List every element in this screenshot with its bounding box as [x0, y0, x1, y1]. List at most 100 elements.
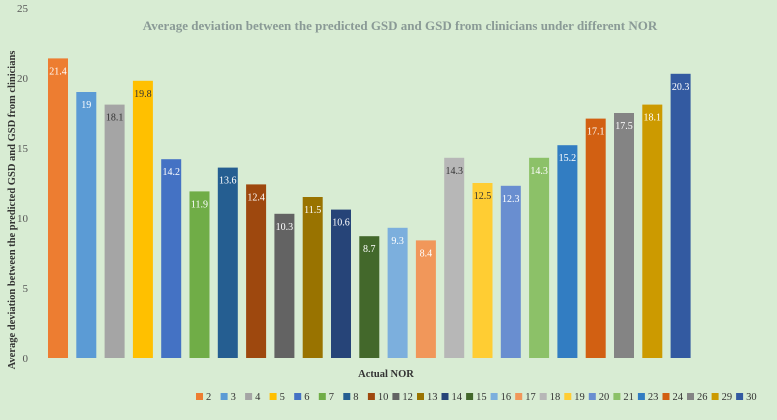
bar-10 [246, 184, 267, 358]
value-label-17: 8.4 [420, 248, 433, 259]
legend-label-10: 10 [378, 392, 389, 403]
value-label-6: 14.2 [162, 167, 180, 178]
bar-2 [48, 58, 68, 359]
bar-8 [217, 167, 238, 358]
value-label-4: 18.1 [106, 113, 124, 124]
bar-7 [189, 191, 210, 358]
bar-26 [614, 113, 634, 358]
y-tick-label: 15 [17, 143, 29, 155]
legend-swatch-6 [294, 393, 302, 400]
legend-label-21: 21 [623, 392, 634, 403]
value-label-30: 20.3 [672, 82, 690, 93]
bar-13 [302, 197, 323, 358]
legend-swatch-13 [417, 393, 424, 400]
legend-label-5: 5 [280, 392, 285, 403]
legend-swatch-7 [318, 393, 326, 400]
legend-label-24: 24 [673, 392, 684, 403]
y-axis-title: Average deviation between the predicted … [7, 51, 18, 370]
legend-swatch-21 [613, 393, 621, 400]
bars: 21.4 19 18.1 19.8 14.2 11.9 13.6 12.4 10.3 11.5 10… [48, 58, 691, 359]
y-tick-label: 20 [17, 73, 29, 85]
legend-label-19: 19 [574, 392, 585, 403]
bar-5 [132, 80, 153, 359]
value-label-10: 12.4 [247, 192, 265, 203]
bar-29 [642, 104, 663, 358]
legend-swatch-12 [392, 393, 400, 400]
bar-6 [161, 159, 182, 358]
legend-swatch-20 [588, 393, 596, 400]
legend-label-8: 8 [353, 392, 358, 403]
legend-label-14: 14 [452, 392, 463, 403]
bar-17 [415, 240, 436, 358]
legend-label-13: 13 [427, 392, 438, 403]
value-label-7: 11.9 [191, 199, 208, 210]
bar-30 [670, 73, 691, 359]
value-label-14: 10.6 [332, 218, 350, 229]
bar-16 [387, 227, 408, 358]
legend-label-29: 29 [722, 392, 733, 403]
bar-21 [529, 157, 550, 358]
y-axis-ticks: 0 5 10 15 20 25 [17, 3, 29, 365]
legend-swatch-15 [466, 393, 474, 400]
legend-swatch-26 [687, 393, 694, 400]
value-label-15: 8.7 [363, 244, 376, 255]
x-axis-title: Actual NOR [358, 369, 414, 380]
legend-swatch-29 [711, 393, 719, 400]
value-label-16: 9.3 [391, 236, 404, 247]
legend-label-23: 23 [648, 392, 659, 403]
legend-label-16: 16 [501, 392, 512, 403]
legend-swatch-16 [490, 393, 498, 400]
legend: 2 3 4 5 6 7 8 10 12 13 14 15 16 17 18 19 20 21 23 24 26 29 30 [196, 392, 757, 403]
legend-swatch-4 [245, 393, 253, 400]
y-tick-label: 0 [23, 353, 29, 365]
y-tick-label: 5 [23, 283, 29, 295]
bar-23 [557, 145, 578, 358]
legend-swatch-10 [367, 393, 375, 400]
legend-label-3: 3 [231, 392, 236, 403]
legend-swatch-24 [662, 393, 670, 400]
value-label-29: 18.1 [644, 113, 662, 124]
bar-19 [472, 183, 493, 358]
legend-swatch-19 [564, 393, 572, 400]
value-label-12: 10.3 [276, 222, 294, 233]
value-label-8: 13.6 [219, 176, 237, 187]
legend-label-17: 17 [525, 392, 536, 403]
value-label-18: 14.3 [445, 166, 463, 177]
legend-swatch-5 [269, 393, 277, 400]
legend-label-30: 30 [746, 392, 757, 403]
legend-label-4: 4 [255, 392, 261, 403]
bar-20 [500, 185, 521, 358]
value-label-2: 21.4 [49, 66, 67, 77]
legend-swatch-2 [196, 393, 203, 400]
bar-14 [331, 209, 351, 358]
y-tick-label: 10 [17, 213, 29, 225]
legend-label-20: 20 [599, 392, 610, 403]
legend-swatch-17 [515, 393, 523, 400]
legend-swatch-18 [539, 393, 547, 400]
legend-label-18: 18 [550, 392, 561, 403]
legend-label-6: 6 [304, 392, 309, 403]
bar-12 [274, 213, 295, 358]
bar-3 [76, 92, 97, 358]
value-label-5: 19.8 [134, 89, 152, 100]
legend-swatch-8 [343, 393, 351, 400]
legend-label-12: 12 [402, 392, 413, 403]
chart-title: Average deviation between the predicted … [143, 18, 658, 33]
legend-swatch-14 [441, 393, 449, 400]
legend-label-7: 7 [329, 392, 334, 403]
value-label-13: 11.5 [304, 205, 321, 216]
bar-18 [444, 157, 465, 358]
legend-swatch-23 [637, 393, 645, 400]
value-label-20: 12.3 [502, 194, 520, 205]
value-label-21: 14.3 [530, 166, 548, 177]
bar-15 [359, 236, 380, 358]
legend-swatch-3 [220, 393, 228, 400]
value-label-26: 17.5 [615, 121, 633, 132]
legend-label-2: 2 [206, 392, 211, 403]
legend-label-15: 15 [476, 392, 487, 403]
bar-4 [104, 104, 125, 358]
legend-label-26: 26 [697, 392, 708, 403]
value-label-23: 15.2 [559, 153, 577, 164]
